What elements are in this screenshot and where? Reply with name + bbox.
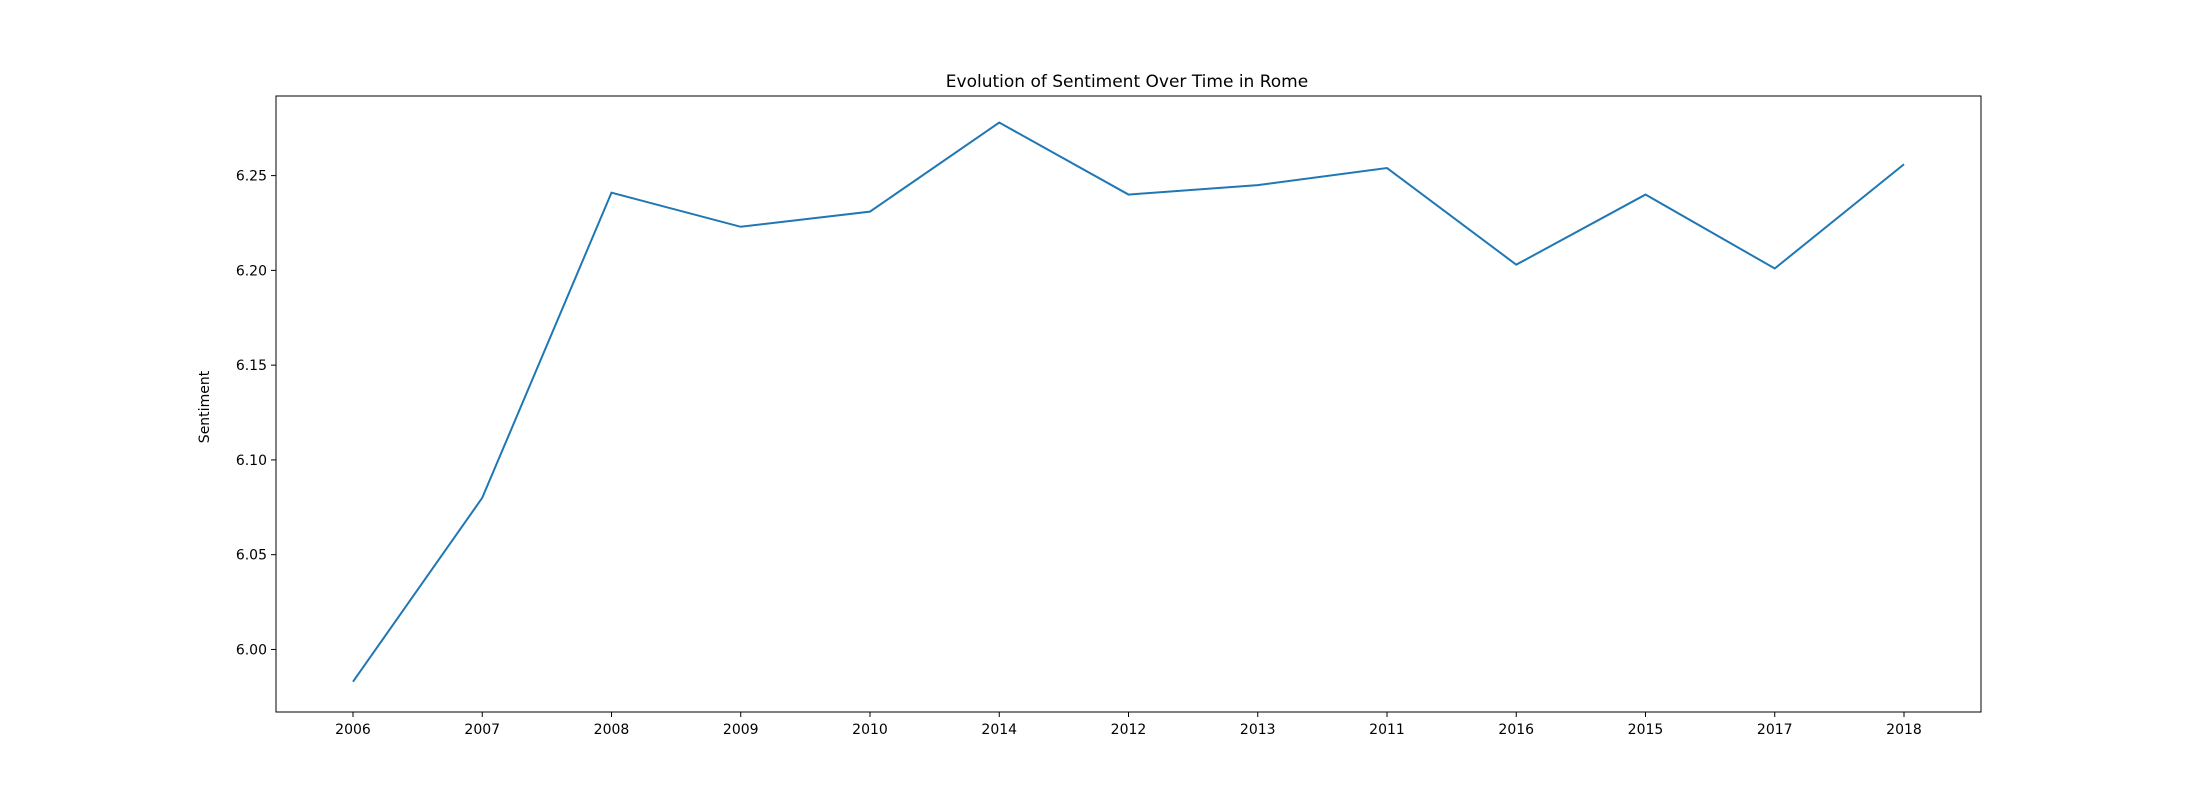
series-line	[352, 121, 1905, 683]
y-tick-label: 6.05	[236, 548, 267, 564]
x-tick-label: 2017	[1757, 722, 1793, 738]
y-tick-label: 6.20	[236, 263, 267, 279]
x-tick-label: 2018	[1886, 722, 1922, 738]
x-tick-label: 2016	[1498, 722, 1534, 738]
x-tick-label: 2009	[723, 722, 759, 738]
x-tick-label: 2012	[1111, 722, 1147, 738]
x-tick-label: 2015	[1628, 722, 1664, 738]
y-axis: 6.00 6.05 6.10 6.15 6.20 6.25	[236, 169, 276, 658]
x-tick-label: 2006	[335, 722, 371, 738]
x-axis: 2006 2007 2008 2009 2010 2014 2012 2013 2011 2016…	[335, 712, 1922, 738]
chart-title: Evolution of Sentiment Over Time in Rome	[946, 72, 1308, 92]
y-tick-label: 6.10	[236, 453, 267, 469]
y-tick-label: 6.00	[236, 642, 267, 658]
x-tick-label: 2014	[981, 722, 1017, 738]
x-tick-label: 2008	[594, 722, 630, 738]
x-tick-label: 2010	[852, 722, 888, 738]
y-axis-label: Sentiment	[197, 370, 213, 443]
y-tick-label: 6.15	[236, 358, 267, 374]
x-tick-label: 2011	[1369, 722, 1405, 738]
x-tick-label: 2013	[1240, 722, 1276, 738]
series-layer	[352, 121, 1905, 683]
plot-area-frame	[275, 95, 1982, 713]
x-tick-label: 2007	[464, 722, 500, 738]
y-tick-label: 6.25	[236, 169, 267, 185]
